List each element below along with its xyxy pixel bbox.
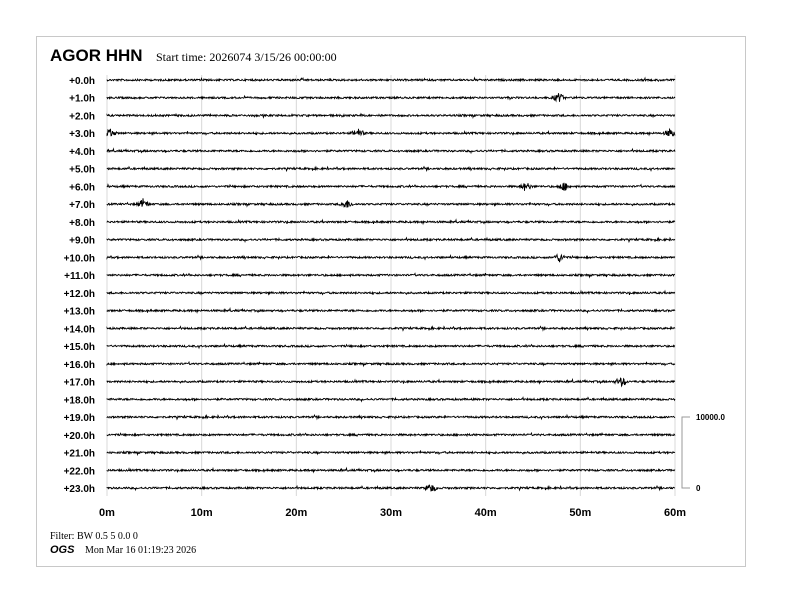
trace-line <box>106 360 676 368</box>
row-label: +13.0h <box>64 307 95 318</box>
row-label: +23.0h <box>64 484 95 495</box>
trace-line <box>106 396 676 403</box>
trace-line <box>106 198 676 208</box>
row-label: +2.0h <box>69 111 95 122</box>
trace-line <box>106 325 676 332</box>
x-tick-label: 30m <box>380 507 402 519</box>
row-label: +22.0h <box>64 466 95 477</box>
trace-line <box>106 236 676 244</box>
row-label: +19.0h <box>64 413 95 424</box>
row-label: +17.0h <box>64 378 95 389</box>
station-title: AGOR HHN <box>50 46 143 65</box>
row-label: +8.0h <box>69 218 95 229</box>
row-label: +20.0h <box>64 431 95 442</box>
trace-line <box>106 182 676 191</box>
row-label: +12.0h <box>64 289 95 300</box>
x-tick-label: 60m <box>664 507 686 519</box>
row-label: +1.0h <box>69 94 95 105</box>
trace-line <box>106 127 676 137</box>
row-label: +11.0h <box>64 271 95 282</box>
scale-bar <box>681 416 690 489</box>
row-label: +9.0h <box>69 236 95 247</box>
trace-line <box>106 484 676 492</box>
scale-top-label: 10000.0 <box>696 413 725 422</box>
trace-line <box>106 272 676 279</box>
row-label: +14.0h <box>64 324 95 335</box>
trace-line <box>106 431 676 438</box>
x-tick-label: 50m <box>569 507 591 519</box>
trace-line <box>106 413 676 421</box>
row-label: +7.0h <box>69 200 95 211</box>
x-tick-label: 0m <box>99 507 115 519</box>
row-label: +0.0h <box>69 76 95 87</box>
row-label: +4.0h <box>69 147 95 158</box>
trace-line <box>106 165 676 173</box>
agency-label: OGS <box>50 544 75 556</box>
trace-line <box>106 147 676 155</box>
trace-line <box>106 377 676 388</box>
row-label: +16.0h <box>64 360 95 371</box>
trace-line <box>106 306 676 314</box>
trace-line <box>106 466 676 474</box>
x-tick-label: 40m <box>475 507 497 519</box>
plot-frame <box>36 36 746 567</box>
scale-bottom-label: 0 <box>696 484 701 493</box>
trace-line <box>106 112 676 120</box>
start-time: Start time: 2026074 3/15/26 00:00:00 <box>156 50 337 64</box>
row-label: +10.0h <box>64 253 95 264</box>
trace-line <box>106 93 676 103</box>
x-tick-label: 20m <box>285 507 307 519</box>
row-label: +3.0h <box>69 129 95 140</box>
row-label: +18.0h <box>64 395 95 406</box>
row-label: +15.0h <box>64 342 95 353</box>
row-label: +6.0h <box>69 182 95 193</box>
trace-line <box>106 450 676 457</box>
x-tick-label: 10m <box>191 507 213 519</box>
row-label: +5.0h <box>69 165 95 176</box>
printed-time: Mon Mar 16 01:19:23 2026 <box>85 545 197 556</box>
trace-line <box>106 253 676 263</box>
trace-line <box>106 289 676 296</box>
trace-line <box>106 342 676 350</box>
row-label: +21.0h <box>64 449 95 460</box>
trace-line <box>106 218 676 226</box>
filter-info: Filter: BW 0.5 5 0.0 0 <box>50 531 138 542</box>
trace-line <box>106 76 676 83</box>
